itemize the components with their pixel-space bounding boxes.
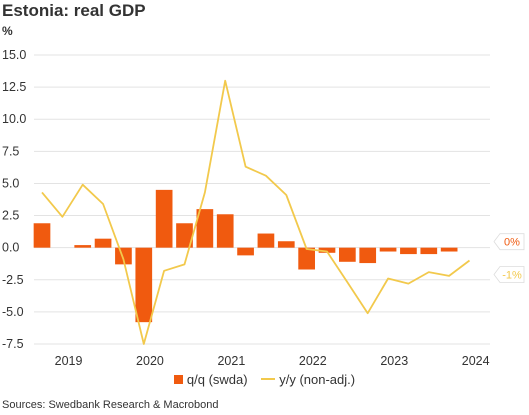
bar: [176, 223, 193, 248]
x-tick-label: 2020: [136, 354, 164, 368]
x-tick-label: 2022: [299, 354, 327, 368]
legend: q/q (swda) y/y (non-adj.): [0, 372, 529, 387]
line-swatch: [261, 378, 276, 380]
gridlines: [34, 54, 490, 345]
y-tick-label: 0.0: [2, 241, 19, 255]
source-note: Sources: Swedbank Research & Macrobond: [2, 399, 219, 411]
y-axis-unit: %: [2, 24, 13, 38]
gdp-chart: 15.0 12.5 10.0 7.5 5.0 2.5 0.0 -2.5 -5.0 -7.5 201…: [2, 48, 525, 368]
end-label-text: 0%: [504, 237, 520, 249]
x-tick-label: 2024: [462, 354, 490, 368]
legend-item-line: y/y (non-adj.): [261, 372, 355, 387]
bar: [135, 247, 153, 323]
bar-swatch: [173, 375, 183, 384]
end-label-box: [493, 266, 525, 283]
bar: [115, 247, 132, 265]
y-tick-label: -5.0: [2, 305, 24, 319]
bar: [400, 247, 417, 255]
legend-label-line: y/y (non-adj.): [279, 372, 356, 387]
x-tick-label: 2021: [217, 354, 245, 368]
y-tick-label: 12.5: [2, 80, 26, 94]
bar: [440, 247, 458, 252]
y-y-line: [41, 79, 471, 345]
bar: [33, 223, 51, 248]
bar: [196, 209, 214, 248]
chart-title: Estonia: real GDP: [2, 1, 146, 20]
bar: [420, 247, 438, 255]
bar: [359, 247, 377, 264]
x-axis-ticks: 2019 2020 2021 2022 2023 2024: [55, 354, 490, 368]
line-series: [41, 79, 471, 345]
bar: [339, 247, 356, 262]
bar: [94, 238, 112, 248]
bar: [155, 189, 173, 248]
legend-item-bar: q/q (swda): [173, 372, 248, 387]
y-tick-label: 10.0: [2, 112, 26, 126]
y-tick-label: 2.5: [2, 209, 19, 223]
y-tick-label: 7.5: [2, 144, 19, 158]
bar: [298, 247, 315, 270]
bar: [216, 214, 234, 248]
bar: [318, 247, 336, 253]
y-tick-label: 5.0: [2, 176, 19, 190]
legend-label-bar: q/q (swda): [186, 372, 248, 387]
bar: [257, 233, 275, 248]
y-tick-label: 15.0: [2, 48, 26, 62]
end-label-text: -1%: [502, 270, 522, 282]
bar-series: [33, 189, 458, 323]
x-tick-label: 2023: [380, 354, 408, 368]
bar: [379, 247, 397, 252]
bar: [74, 245, 92, 248]
y-tick-label: -7.5: [2, 337, 24, 351]
bar: [277, 241, 295, 248]
x-tick-label: 2019: [55, 354, 83, 368]
end-labels: 0% -1%: [493, 233, 525, 283]
y-axis-ticks: 15.0 12.5 10.0 7.5 5.0 2.5 0.0 -2.5 -5.0 -7.5: [2, 48, 26, 351]
end-label-box: [493, 233, 525, 251]
bar: [237, 247, 254, 256]
y-tick-label: -2.5: [2, 273, 24, 287]
